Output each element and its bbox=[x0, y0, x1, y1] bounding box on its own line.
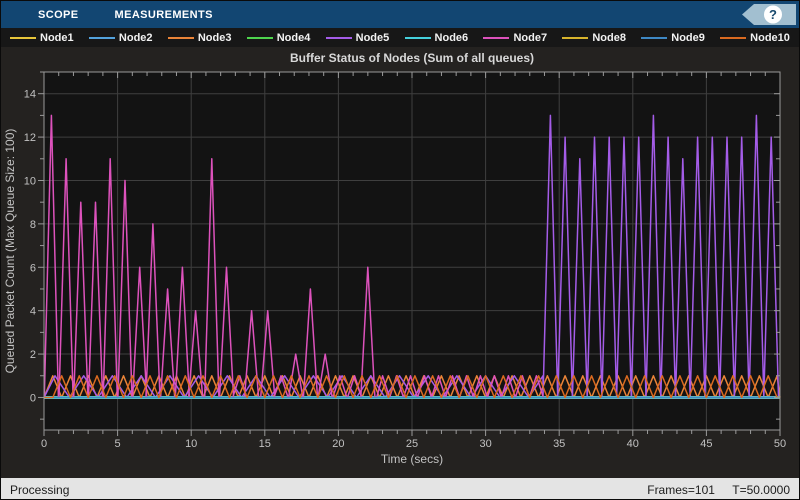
legend-label: Node3 bbox=[197, 31, 232, 44]
legend: Node1 Node2 Node3 Node4 Node5 Node6 Node7 Node8… bbox=[1, 28, 799, 47]
status-frames: Frames=101 bbox=[647, 482, 715, 497]
help-button[interactable]: ? bbox=[742, 3, 796, 31]
legend-label: Node10 bbox=[750, 31, 790, 44]
legend-item-node1[interactable]: Node1 bbox=[10, 32, 74, 44]
legend-label: Node6 bbox=[434, 31, 469, 44]
legend-label: Node9 bbox=[671, 31, 705, 44]
status-time: T=50.0000 bbox=[732, 482, 790, 497]
y-axis-label: Queued Packet Count (Max Queue Size: 100… bbox=[3, 129, 17, 374]
y-tick-label: 2 bbox=[30, 349, 36, 361]
x-tick-label: 45 bbox=[700, 438, 712, 450]
y-tick-label: 6 bbox=[30, 262, 36, 274]
legend-label: Node2 bbox=[118, 31, 153, 44]
x-tick-label: 10 bbox=[185, 438, 197, 450]
help-arrow-shape: ? bbox=[742, 4, 796, 25]
x-tick-label: 0 bbox=[41, 438, 47, 450]
legend-item-node8[interactable]: Node8 bbox=[562, 32, 626, 44]
legend-item-node9[interactable]: Node9 bbox=[641, 32, 705, 44]
y-tick-label: 8 bbox=[30, 219, 36, 231]
legend-item-node5[interactable]: Node5 bbox=[325, 31, 390, 44]
y-tick-label: 12 bbox=[24, 132, 36, 144]
toolstrip: SCOPE MEASUREMENTS ? bbox=[1, 1, 799, 28]
y-tick-label: 0 bbox=[30, 392, 36, 404]
question-icon: ? bbox=[769, 7, 777, 22]
legend-swatch bbox=[10, 36, 36, 39]
legend-item-node4[interactable]: Node4 bbox=[246, 31, 311, 44]
plot-panel: 0 5 10 15 20 25 30 35 40 45 50 0 2 4 6 8 10 12 14 Buffer St… bbox=[1, 47, 799, 471]
x-tick-label: 15 bbox=[259, 438, 271, 450]
legend-item-node10[interactable]: Node10 bbox=[720, 32, 790, 44]
legend-item-node2[interactable]: Node2 bbox=[88, 31, 153, 44]
tab-measurements[interactable]: MEASUREMENTS bbox=[114, 8, 213, 21]
status-processing: Processing bbox=[10, 482, 70, 497]
legend-label: Node1 bbox=[40, 31, 74, 44]
legend-swatch bbox=[167, 36, 194, 39]
x-tick-label: 25 bbox=[406, 438, 418, 450]
legend-item-node6[interactable]: Node6 bbox=[404, 31, 469, 44]
y-tick-label: 14 bbox=[24, 89, 36, 101]
legend-swatch bbox=[641, 36, 668, 39]
y-tick-label: 4 bbox=[30, 306, 36, 318]
x-tick-label: 50 bbox=[774, 438, 786, 450]
legend-swatch bbox=[88, 36, 115, 39]
x-tick-label: 40 bbox=[627, 438, 639, 450]
x-tick-label: 35 bbox=[553, 438, 565, 450]
legend-label: Node7 bbox=[513, 31, 548, 44]
legend-item-node7[interactable]: Node7 bbox=[483, 32, 547, 44]
legend-item-node3[interactable]: Node3 bbox=[167, 31, 232, 44]
y-tick-label: 10 bbox=[24, 175, 36, 187]
series-node10 bbox=[44, 375, 780, 399]
status-counters: Frames=101 T=50.0000 bbox=[633, 483, 790, 497]
legend-label: Node8 bbox=[592, 31, 626, 44]
legend-swatch bbox=[720, 36, 747, 39]
status-bar: Processing Frames=101 T=50.0000 bbox=[1, 478, 799, 499]
x-axis-label: Time (secs) bbox=[381, 452, 443, 466]
tab-scope[interactable]: SCOPE bbox=[38, 8, 79, 21]
legend-label: Node4 bbox=[276, 31, 311, 44]
chart[interactable]: 0 5 10 15 20 25 30 35 40 45 50 0 2 4 6 8 10 12 14 Buffer St… bbox=[1, 47, 800, 471]
legend-swatch bbox=[562, 36, 589, 39]
legend-swatch bbox=[483, 36, 510, 39]
x-tick-label: 20 bbox=[332, 438, 344, 450]
chart-title: Buffer Status of Nodes (Sum of all queue… bbox=[290, 51, 534, 65]
x-tick-label: 30 bbox=[479, 438, 491, 450]
x-tick-label: 5 bbox=[115, 438, 121, 450]
legend-swatch bbox=[246, 36, 273, 39]
legend-label: Node5 bbox=[355, 31, 390, 44]
legend-swatch bbox=[404, 36, 431, 39]
legend-swatch bbox=[325, 36, 352, 39]
